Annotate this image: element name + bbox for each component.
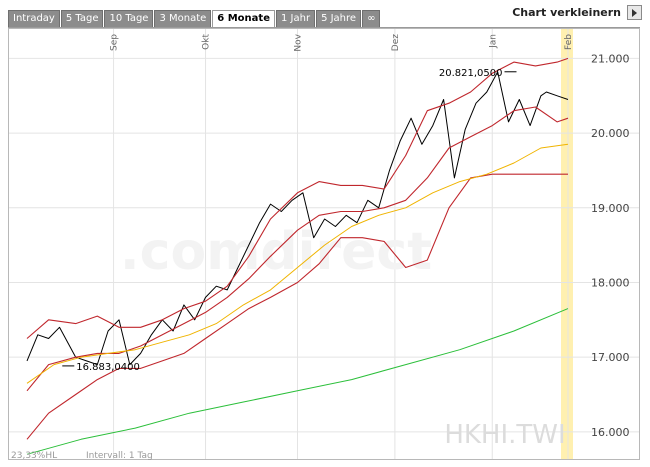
footer-range: 23,33%HL (11, 451, 57, 460)
current-period-highlight (561, 29, 573, 459)
series-group (26, 57, 569, 455)
y-tick-label: 20.000 (591, 127, 630, 140)
ma_long-line-5 (26, 308, 569, 455)
tab-1[interactable]: 5 Tage (60, 10, 104, 28)
x-tick-label: Dez (391, 34, 401, 51)
tabs-divider (8, 27, 640, 28)
play-arrow-icon (627, 5, 642, 20)
x-tick-label: Nov (294, 33, 304, 51)
y-tick-label: 21.000 (591, 52, 630, 65)
bollinger-line-3 (26, 173, 568, 440)
bollinger-line-1 (26, 57, 569, 339)
y-tick-label: 19.000 (591, 202, 630, 215)
watermark: .comdirect (120, 222, 432, 282)
x-tick-label: Feb (564, 34, 574, 50)
tab-5[interactable]: 1 Jahr (275, 10, 316, 28)
x-tick-label: Sep (110, 34, 120, 51)
x-tick-labels: Sep Okt Nov Dez Jan Feb (110, 33, 574, 51)
tab-6[interactable]: 5 Jahre (316, 10, 362, 28)
grid (9, 29, 639, 459)
symbol-watermark: HKHI.TWI (444, 420, 565, 450)
tab-3[interactable]: 3 Monate (154, 10, 212, 28)
x-tick-label: Jan (488, 34, 498, 49)
tab-0[interactable]: Intraday (8, 10, 60, 28)
price-line-0 (26, 71, 569, 366)
ma_short-line-4 (26, 143, 569, 384)
y-tick-label: 17.000 (591, 351, 630, 364)
y-tick-labels: 16.000 17.000 18.000 19.000 20.000 21.000 (591, 52, 630, 438)
tab-2[interactable]: 10 Tage (104, 10, 154, 28)
shrink-chart-label: Chart verkleinern (512, 6, 621, 19)
tab-7[interactable]: ∞ (362, 10, 381, 28)
footer-interval: Intervall: 1 Tag (86, 451, 153, 460)
y-tick-label: 16.000 (591, 426, 630, 439)
x-tick-label: Okt (202, 34, 212, 50)
price-chart: .comdirect HKHI.TWI Sep Okt Nov Dez Jan Feb 1… (8, 28, 640, 460)
shrink-chart-button[interactable]: Chart verkleinern (512, 5, 642, 20)
high-annotation: 20.821,0500 (439, 68, 503, 79)
timeframe-tabs: Intraday 5 Tage 10 Tage 3 Monate 6 Monate 1 J… (8, 10, 381, 29)
annotations: 16.883,0400 20.821,0500 (62, 68, 517, 373)
y-tick-label: 18.000 (591, 276, 630, 289)
bollinger-line-2 (26, 106, 569, 392)
low-annotation: 16.883,0400 (76, 362, 140, 373)
